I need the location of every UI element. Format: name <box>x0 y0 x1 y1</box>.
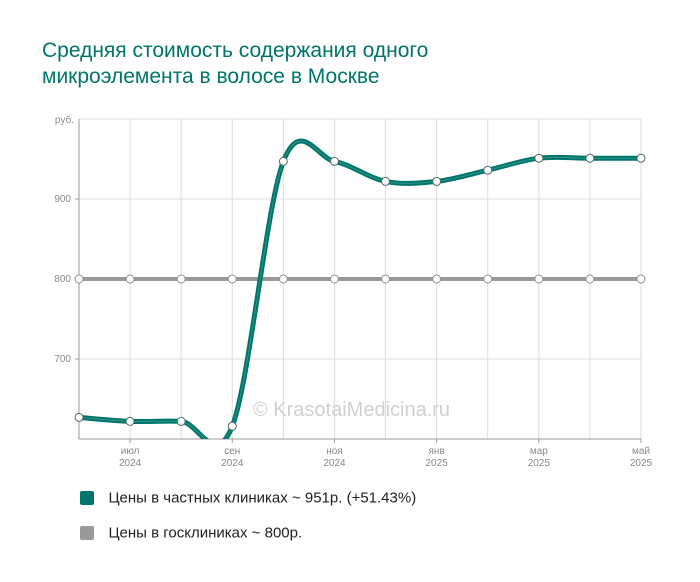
data-point-private <box>432 176 442 186</box>
data-point-public <box>483 274 493 284</box>
data-point-private <box>483 165 493 175</box>
data-point-public <box>278 274 288 284</box>
data-point-public <box>636 274 646 284</box>
data-point-public <box>534 274 544 284</box>
chart-title-line-1: Средняя стоимость содержания одного <box>42 39 429 62</box>
x-tick-label-year: 2025 <box>426 458 449 469</box>
data-point-private <box>278 156 288 166</box>
data-point-private <box>176 416 186 426</box>
data-point-private <box>636 153 646 163</box>
x-tick-label-month: мар <box>530 446 548 457</box>
data-point-public <box>585 274 595 284</box>
x-tick-label-month: май <box>632 446 650 457</box>
x-tick-label-year: 2025 <box>528 458 551 469</box>
watermark-text: © KrasotaiMedicina.ru <box>253 399 450 421</box>
x-tick-label-month: сен <box>224 446 240 457</box>
series-group-private <box>74 138 646 439</box>
data-point-private <box>534 153 544 163</box>
data-point-public <box>329 274 339 284</box>
data-point-public <box>432 274 442 284</box>
data-point-private <box>329 156 339 166</box>
x-tick-label-year: 2024 <box>119 458 142 469</box>
legend-item-private[interactable]: Цены в частных клиниках ~ 951р. (+51.43%… <box>80 489 416 507</box>
x-tick-label-year: 2024 <box>221 458 244 469</box>
legend-swatch-public <box>80 525 94 540</box>
data-point-public <box>176 274 186 284</box>
legend-label-private: Цены в частных клиниках ~ 951р. (+51.43%… <box>108 489 417 507</box>
data-point-public <box>227 274 237 284</box>
x-tick-label-month: янв <box>429 446 445 457</box>
x-tick-label-year: 2025 <box>630 458 653 469</box>
data-point-public <box>74 274 84 284</box>
series-group-public <box>74 274 646 284</box>
y-axis-unit-label: руб. <box>55 114 74 126</box>
legend-label-public: Цены в госклиниках ~ 800р. <box>108 524 303 542</box>
data-point-private <box>125 416 135 426</box>
y-tick-label: 900 <box>54 194 71 205</box>
data-point-public <box>125 274 135 284</box>
x-tick-label-month: июл <box>121 446 140 457</box>
chart-title-line-2: микроэлемента в волосе в Москве <box>42 65 380 88</box>
data-point-public <box>381 274 391 284</box>
data-point-private <box>381 176 391 186</box>
line-chart: 700800900руб.июл2024сен2024ноя2024янв202… <box>54 114 653 469</box>
data-point-private <box>74 412 84 422</box>
data-point-private <box>585 153 595 163</box>
data-point-private <box>227 421 237 431</box>
y-tick-label: 700 <box>54 354 71 365</box>
chart-title: Средняя стоимость содержания одного микр… <box>42 38 662 90</box>
legend-swatch-private <box>80 490 94 505</box>
legend-item-public[interactable]: Цены в госклиниках ~ 800р. <box>80 524 302 542</box>
y-tick-label: 800 <box>54 274 71 285</box>
x-tick-label-month: ноя <box>326 446 343 457</box>
x-tick-label-year: 2024 <box>323 458 346 469</box>
